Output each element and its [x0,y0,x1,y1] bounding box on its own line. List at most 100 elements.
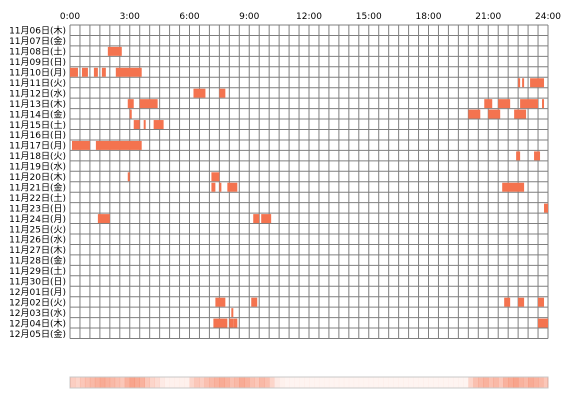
summary-strip-cell [274,377,280,388]
summary-strip-cell [204,377,210,388]
row-label: 11月08日(土) [9,46,66,58]
activity-bar [211,182,216,192]
summary-strip-cell [493,377,499,388]
activity-bar [504,297,511,307]
activity-bars-layer [70,46,548,328]
activity-bar [231,308,234,318]
activity-bar [93,67,98,77]
activity-bar [518,297,525,307]
summary-strip-cell [254,377,260,388]
summary-strip-cell [418,377,424,388]
summary-strip-cell [129,377,136,388]
row-label: 11月16日(日) [9,130,66,141]
summary-strip-cell [438,377,444,388]
summary-strip-cell [528,377,534,388]
row-label: 11月25日(火) [9,224,66,235]
activity-bar [468,109,481,119]
activity-bar [233,318,238,328]
x-tick-label: 0:00 [60,12,80,22]
row-label: 11月19日(水) [9,161,66,173]
row-label: 11月23日(日) [9,203,66,214]
row-label: 12月01日(月) [9,287,66,298]
activity-bar [227,182,238,192]
summary-strip-cell [463,377,469,388]
row-label: 12月05日(金) [9,328,66,340]
summary-strip-cell [543,377,549,388]
row-label: 11月11日(火) [9,78,66,89]
summary-strip-cell [518,377,524,388]
summary-strip-cell [368,377,375,388]
summary-strip-cell [109,377,116,388]
summary-strip-cell [318,377,325,388]
activity-bar [518,78,521,88]
summary-strip-cell [154,377,160,388]
activity-bar [129,109,132,119]
summary-strip-cell [149,377,155,388]
summary-strip-cell [189,377,195,388]
summary-strip-cell [538,377,544,388]
activity-bar [498,99,511,109]
summary-strip-cell [214,377,220,388]
summary-strip-cell [338,377,345,388]
activity-bar [211,172,220,182]
activity-bar [542,99,545,109]
activity-bar [127,99,134,109]
summary-strip-cell [289,377,295,388]
summary-strip-cell [488,377,494,388]
row-label: 11月29日(土) [9,265,66,277]
activity-bar [97,214,110,224]
summary-strip-cell [164,377,170,388]
summary-strip-cell [413,377,419,388]
x-tick-labels: 0:00 3:00 6:00 9:00 12:00 15:00 18:00 21:00 24:0… [60,12,561,22]
summary-strip-cell [199,377,205,388]
activity-bar [516,151,521,161]
summary-strip-cell [353,377,360,388]
activity-bar [488,109,501,119]
summary-strip-cell [284,377,290,388]
x-tick-label: 15:00 [356,12,382,22]
summary-strip-cell [184,377,190,388]
summary-strip-cell [139,377,145,388]
activity-bar [251,297,258,307]
summary-strip-cell [378,377,384,388]
summary-strip-cell [348,377,355,388]
activity-bar [538,297,545,307]
grid-layer [69,24,549,339]
summary-strip-cell [503,377,509,388]
summary-strip-cell [533,377,539,388]
activity-bar [213,318,228,328]
summary-strip-cell [70,377,76,388]
summary-strip-cell [229,377,235,388]
x-tick-label: 6:00 [179,12,199,22]
row-label: 11月22日(土) [9,192,66,204]
row-label: 11月27日(木) [9,244,66,256]
summary-strip-cell [264,377,270,388]
row-label: 11月18日(火) [9,151,66,162]
summary-strip-cell [104,377,111,388]
summary-strip-cell [453,377,459,388]
summary-strip-frame [69,376,549,389]
summary-strip-cell [393,377,399,388]
summary-strip-cell [79,377,86,388]
row-label: 11月30日(日) [9,277,66,288]
summary-strip-cell [124,377,131,388]
summary-strip-cell [343,377,350,388]
activity-bar [219,182,222,192]
activity-bar [522,78,525,88]
summary-strip-cell [388,377,394,388]
summary-strip-cell [333,377,340,388]
row-labels: 11月06日(木)11月07日(金)11月08日(土)11月09日(日)11月1… [9,25,66,340]
activity-bar [95,140,142,150]
activity-bar [101,67,106,77]
summary-strip-cell [523,377,529,388]
summary-strip-cell [89,377,96,388]
summary-strip-cell [174,377,180,388]
activity-bar [261,214,272,224]
activity-bar [215,297,226,307]
activity-bar [544,203,548,213]
activity-bar [153,120,164,129]
summary-strip-cell [358,377,365,388]
row-label: 11月12日(水) [9,87,66,99]
summary-strip-cell [323,377,330,388]
summary-strip-cell [468,377,474,388]
